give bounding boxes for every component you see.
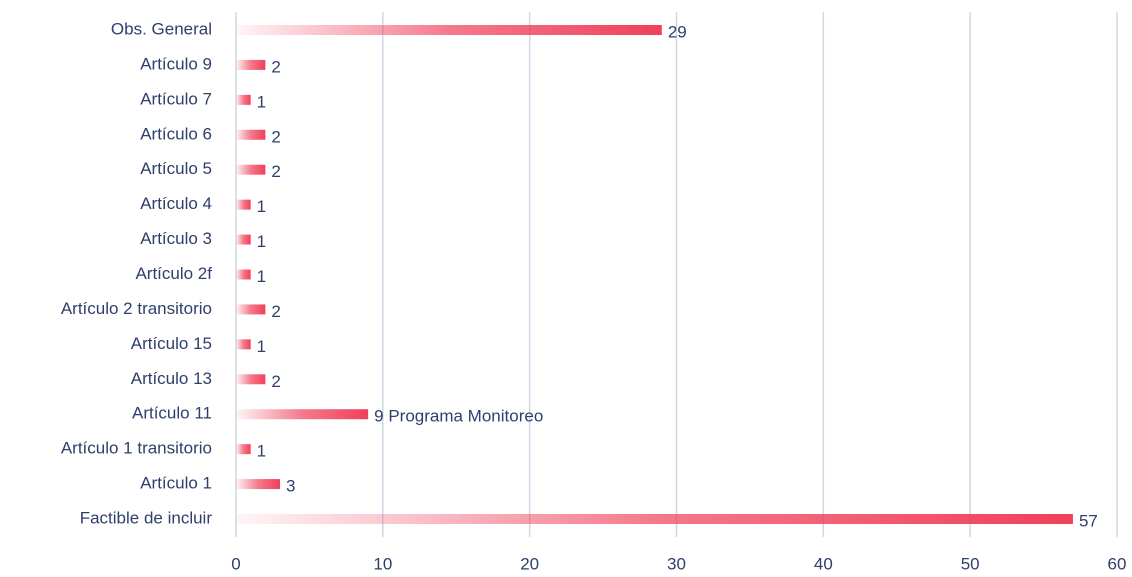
y-tick-label: Artículo 5 xyxy=(140,159,212,178)
y-tick-label: Factible de incluir xyxy=(80,508,213,527)
y-tick-label: Artículo 4 xyxy=(140,194,212,213)
x-tick-label: 20 xyxy=(520,554,539,573)
bar xyxy=(236,304,266,315)
y-tick-label: Obs. General xyxy=(111,19,212,38)
x-tick-label: 60 xyxy=(1108,554,1127,573)
data-label: 2 xyxy=(271,127,280,146)
x-tick-label: 10 xyxy=(373,554,392,573)
y-tick-label: Artículo 13 xyxy=(131,369,212,388)
data-label: 1 xyxy=(257,442,266,461)
data-label: 3 xyxy=(286,477,295,496)
bar xyxy=(236,234,251,245)
x-tick-label: 0 xyxy=(231,554,240,573)
x-tick-label: 30 xyxy=(667,554,686,573)
bar xyxy=(236,199,251,210)
y-tick-label: Artículo 2f xyxy=(135,264,212,283)
data-label: 1 xyxy=(257,267,266,286)
y-tick-label: Artículo 11 xyxy=(132,404,212,423)
y-tick-label: Artículo 3 xyxy=(140,229,212,248)
bar xyxy=(236,25,662,35)
bar xyxy=(236,94,251,105)
bar xyxy=(236,59,266,70)
y-tick-label: Artículo 2 transitorio xyxy=(61,299,212,318)
y-tick-label: Artículo 15 xyxy=(131,334,212,353)
data-label: 1 xyxy=(257,197,266,216)
bar xyxy=(236,339,251,350)
data-label: 1 xyxy=(257,232,266,251)
bar xyxy=(236,269,251,280)
y-tick-label: Artículo 1 transitorio xyxy=(61,439,212,458)
y-tick-label: Artículo 9 xyxy=(140,54,212,73)
bar xyxy=(236,374,266,385)
data-label: 2 xyxy=(271,302,280,321)
data-label: 29 xyxy=(668,22,687,41)
bar xyxy=(236,164,266,175)
y-tick-label: Artículo 6 xyxy=(140,124,212,143)
bar xyxy=(236,479,281,490)
x-tick-label: 50 xyxy=(961,554,980,573)
data-label: 1 xyxy=(257,92,266,111)
data-label: 57 xyxy=(1079,511,1098,530)
bar xyxy=(236,444,251,455)
bar xyxy=(236,514,1073,524)
bar xyxy=(236,129,266,140)
data-label: 1 xyxy=(257,337,266,356)
x-tick-label: 40 xyxy=(814,554,833,573)
data-label: 2 xyxy=(271,57,280,76)
data-label: 9 Programa Monitoreo xyxy=(374,407,543,426)
data-label: 2 xyxy=(271,162,280,181)
y-tick-label: Artículo 1 xyxy=(140,474,212,493)
y-tick-label: Artículo 7 xyxy=(140,89,212,108)
bar xyxy=(236,409,369,420)
data-label: 2 xyxy=(271,372,280,391)
